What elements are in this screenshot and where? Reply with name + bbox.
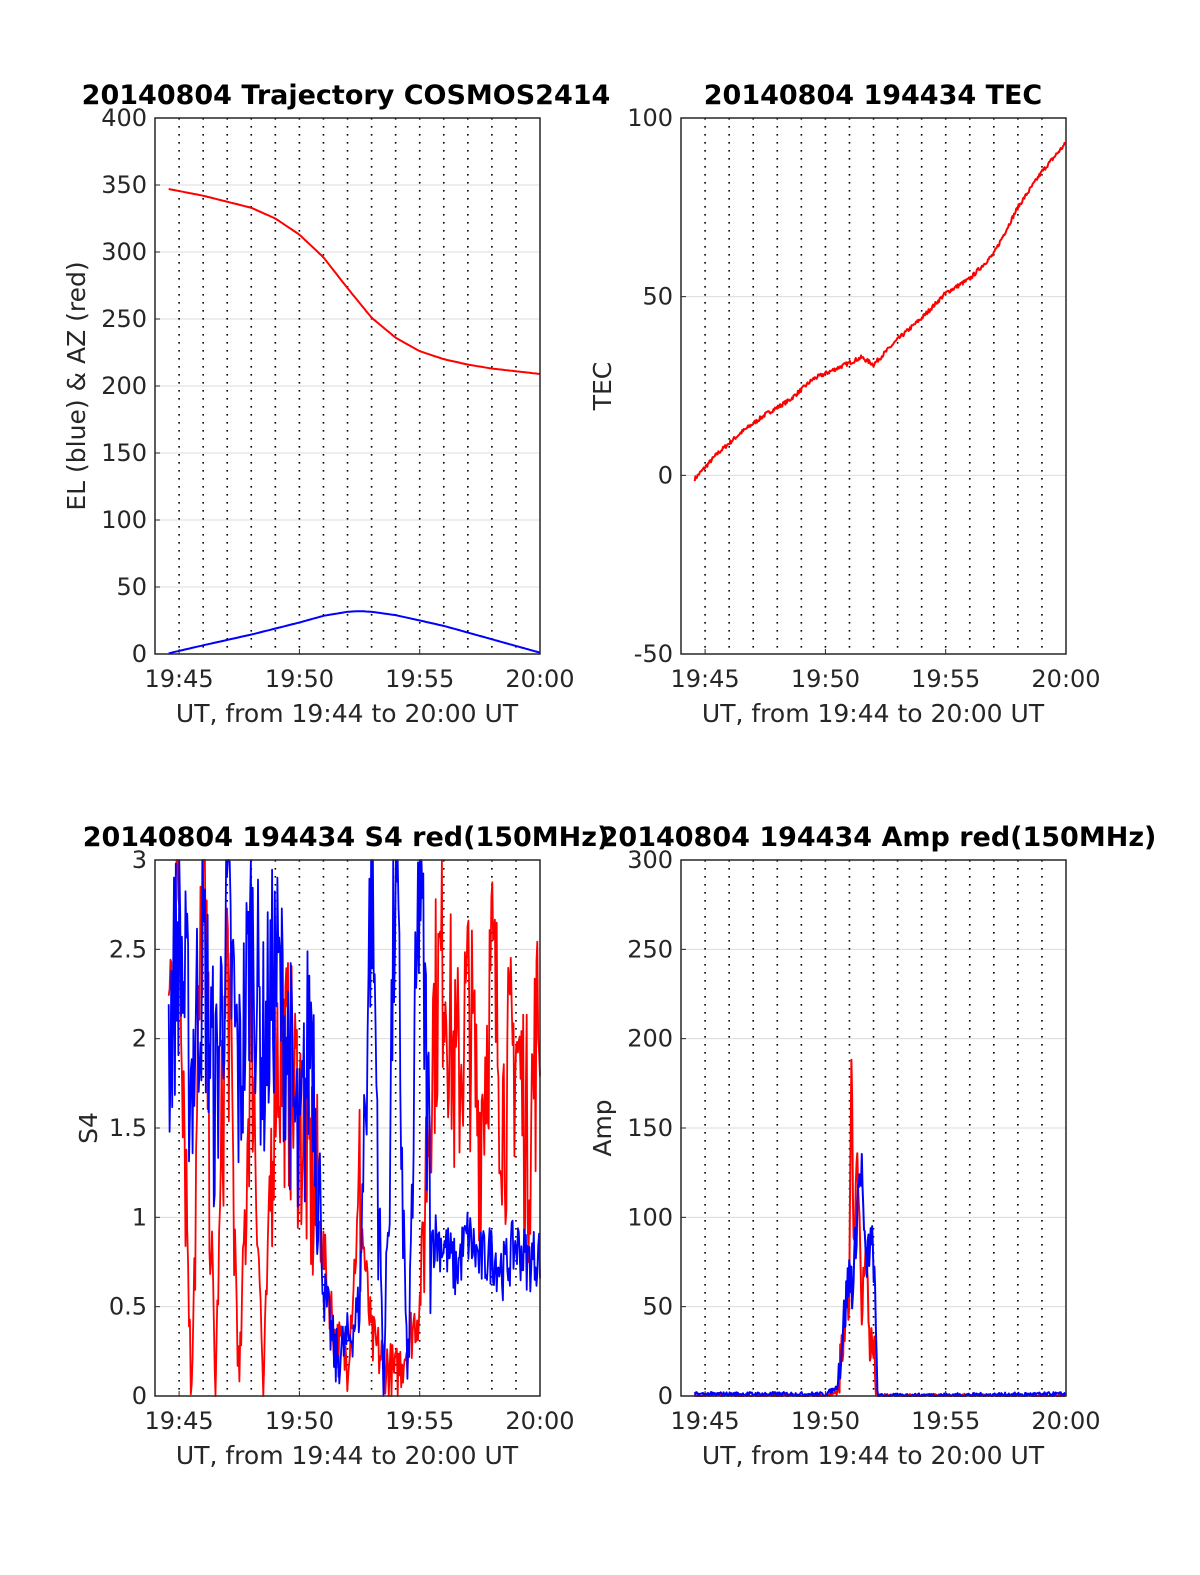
- amp-y-tick-label: 150: [627, 1114, 673, 1142]
- s4-panel: 20140804 194434 S4 red(150MHz) 0 0.5 1 1.5 2…: [74, 822, 609, 1470]
- s4-y-tick-label: 1.5: [109, 1114, 147, 1142]
- trajectory-y-label: EL (blue) & AZ (red): [62, 261, 91, 510]
- tec-x-ticks: 19:45 19:50 19:55 20:00: [671, 649, 1101, 693]
- s4-y-tick-label: 2: [132, 1025, 147, 1053]
- amp-title: 20140804 194434 Amp red(150MHz): [600, 822, 1157, 853]
- tec-x-tick-label: 19:55: [911, 665, 980, 693]
- amp-y-label: Amp: [588, 1099, 617, 1156]
- amp-red_channel-line: [693, 1058, 1067, 1397]
- tec-x-tick-label: 19:45: [671, 665, 740, 693]
- trajectory-x-tick-label: 19:45: [145, 665, 214, 693]
- amp-x-ticks: 19:45 19:50 19:55 20:00: [671, 1391, 1101, 1435]
- amp-series: [693, 1058, 1067, 1397]
- trajectory-y-tick-label: 350: [101, 171, 147, 199]
- tec-y-tick-label: 100: [627, 104, 673, 132]
- trajectory-y-tick-label: 250: [101, 305, 147, 333]
- s4-x-ticks: 19:45 19:50 19:55 20:00: [145, 1391, 575, 1435]
- amp-blue_channel-line: [693, 1153, 1067, 1397]
- s4-series: [167, 859, 541, 1397]
- trajectory-x-tick-label: 19:50: [265, 665, 334, 693]
- trajectory-y-tick-label: 200: [101, 372, 147, 400]
- trajectory-y-tick-label: 50: [116, 573, 147, 601]
- amp-x-tick-label: 20:00: [1031, 1407, 1100, 1435]
- trajectory-x-ticks: 19:45 19:50 19:55 20:00: [145, 649, 575, 693]
- tec-y-label: TEC: [588, 362, 617, 412]
- tec-title: 20140804 194434 TEC: [704, 80, 1043, 111]
- tec-x-tick-label: 20:00: [1031, 665, 1100, 693]
- trajectory-panel: 20140804 Trajectory COSMOS2414 0 50 100 150…: [62, 80, 610, 728]
- s4-x-tick-label: 20:00: [505, 1407, 574, 1435]
- tec-red_channel-line: [693, 141, 1067, 482]
- amp-y-tick-label: 100: [627, 1203, 673, 1231]
- tec-axes-box: [680, 117, 1067, 655]
- trajectory-az-line: [168, 188, 541, 375]
- amp-panel: 20140804 194434 Amp red(150MHz) 0 50 100 15…: [588, 822, 1156, 1470]
- trajectory-y-tick-label: 0: [132, 640, 147, 668]
- s4-x-tick-label: 19:55: [385, 1407, 454, 1435]
- trajectory-x-label: UT, from 19:44 to 20:00 UT: [176, 699, 519, 728]
- s4-x-tick-label: 19:45: [145, 1407, 214, 1435]
- trajectory-el-line: [168, 610, 541, 655]
- amp-y-tick-label: 0: [658, 1382, 673, 1410]
- tec-x-tick-label: 19:50: [791, 665, 860, 693]
- amp-x-tick-label: 19:45: [671, 1407, 740, 1435]
- s4-y-tick-label: 3: [132, 846, 147, 874]
- trajectory-y-tick-label: 400: [101, 104, 147, 132]
- tec-y-ticks: -50 0 50 100: [627, 104, 686, 668]
- amp-y-ticks: 0 50 100 150 200 250 300: [627, 846, 686, 1410]
- amp-x-tick-label: 19:55: [911, 1407, 980, 1435]
- tec-y-tick-label: -50: [634, 640, 673, 668]
- amp-y-tick-label: 300: [627, 846, 673, 874]
- s4-y-tick-label: 2.5: [109, 935, 147, 963]
- amp-y-tick-label: 200: [627, 1025, 673, 1053]
- s4-y-tick-label: 0.5: [109, 1293, 147, 1321]
- tec-y-tick-label: 0: [658, 461, 673, 489]
- trajectory-y-ticks: 0 50 100 150 200 250 300 350 400: [101, 104, 160, 668]
- s4-y-tick-label: 0: [132, 1382, 147, 1410]
- s4-y-tick-label: 1: [132, 1203, 147, 1231]
- trajectory-y-tick-label: 300: [101, 238, 147, 266]
- amp-y-tick-label: 50: [642, 1293, 673, 1321]
- s4-title: 20140804 194434 S4 red(150MHz): [83, 822, 610, 853]
- tec-y-tick-label: 50: [642, 283, 673, 311]
- tec-series: [693, 141, 1067, 482]
- tec-grid: [681, 117, 1066, 655]
- s4-blue_channel-line: [167, 859, 541, 1397]
- s4-y-label: S4: [74, 1112, 103, 1144]
- amp-x-label: UT, from 19:44 to 20:00 UT: [702, 1441, 1045, 1470]
- tec-x-label: UT, from 19:44 to 20:00 UT: [702, 699, 1045, 728]
- trajectory-title: 20140804 Trajectory COSMOS2414: [82, 80, 611, 111]
- s4-x-label: UT, from 19:44 to 20:00 UT: [176, 1441, 519, 1470]
- amp-y-tick-label: 250: [627, 935, 673, 963]
- trajectory-series: [168, 188, 541, 655]
- trajectory-x-tick-label: 19:55: [385, 665, 454, 693]
- trajectory-x-tick-label: 20:00: [505, 665, 574, 693]
- trajectory-y-tick-label: 150: [101, 439, 147, 467]
- tec-panel: 20140804 194434 TEC -50 0 50 100 19:45 19:50…: [588, 80, 1101, 728]
- s4-x-tick-label: 19:50: [265, 1407, 334, 1435]
- s4-y-ticks: 0 0.5 1 1.5 2 2.5 3: [109, 846, 160, 1410]
- amp-grid: [681, 859, 1066, 1397]
- trajectory-y-tick-label: 100: [101, 506, 147, 534]
- amp-x-tick-label: 19:50: [791, 1407, 860, 1435]
